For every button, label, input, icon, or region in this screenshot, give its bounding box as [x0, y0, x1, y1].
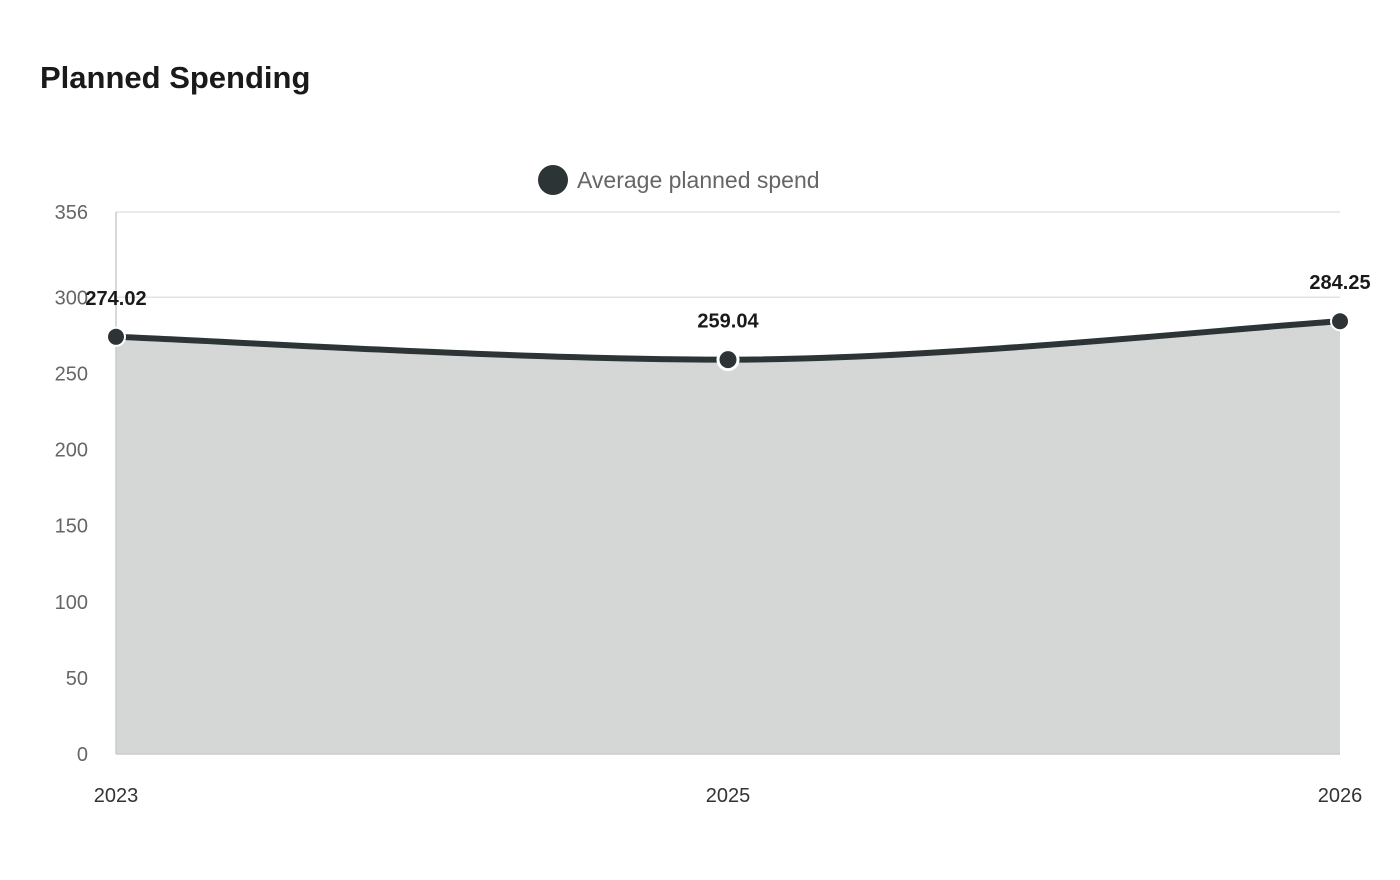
y-tick-label: 200 — [55, 440, 88, 462]
data-label: 284.25 — [1309, 272, 1370, 294]
x-tick-label: 2023 — [94, 785, 139, 807]
axes — [115, 212, 1340, 755]
x-tick-label: 2025 — [706, 785, 751, 807]
data-point[interactable] — [106, 326, 126, 347]
x-axis-ticks: 2023 2025 2026 — [94, 785, 1363, 807]
x-tick-label: 2026 — [1318, 785, 1363, 807]
data-point[interactable] — [716, 348, 740, 372]
y-tick-label: 50 — [66, 668, 88, 690]
data-point[interactable] — [1330, 311, 1350, 332]
y-tick-label: 100 — [55, 592, 88, 614]
y-tick-label: 250 — [55, 363, 88, 385]
data-labels: 274.02 259.04 284.25 — [85, 272, 1370, 332]
series-area — [116, 321, 1340, 754]
area-fill — [116, 321, 1340, 754]
legend-marker[interactable] — [538, 165, 568, 195]
data-points[interactable] — [106, 311, 1350, 372]
y-tick-label: 356 — [55, 202, 88, 224]
data-label: 274.02 — [85, 288, 146, 310]
y-tick-label: 150 — [55, 516, 88, 538]
legend[interactable]: Average planned spend — [538, 165, 820, 195]
data-label: 259.04 — [697, 311, 759, 333]
y-tick-label: 0 — [77, 744, 88, 766]
y-tick-label: 300 — [55, 287, 88, 309]
legend-label[interactable]: Average planned spend — [577, 167, 820, 193]
y-axis-ticks: 0 50 100 150 200 250 300 356 — [55, 202, 88, 766]
chart-title: Planned Spending — [40, 60, 311, 95]
